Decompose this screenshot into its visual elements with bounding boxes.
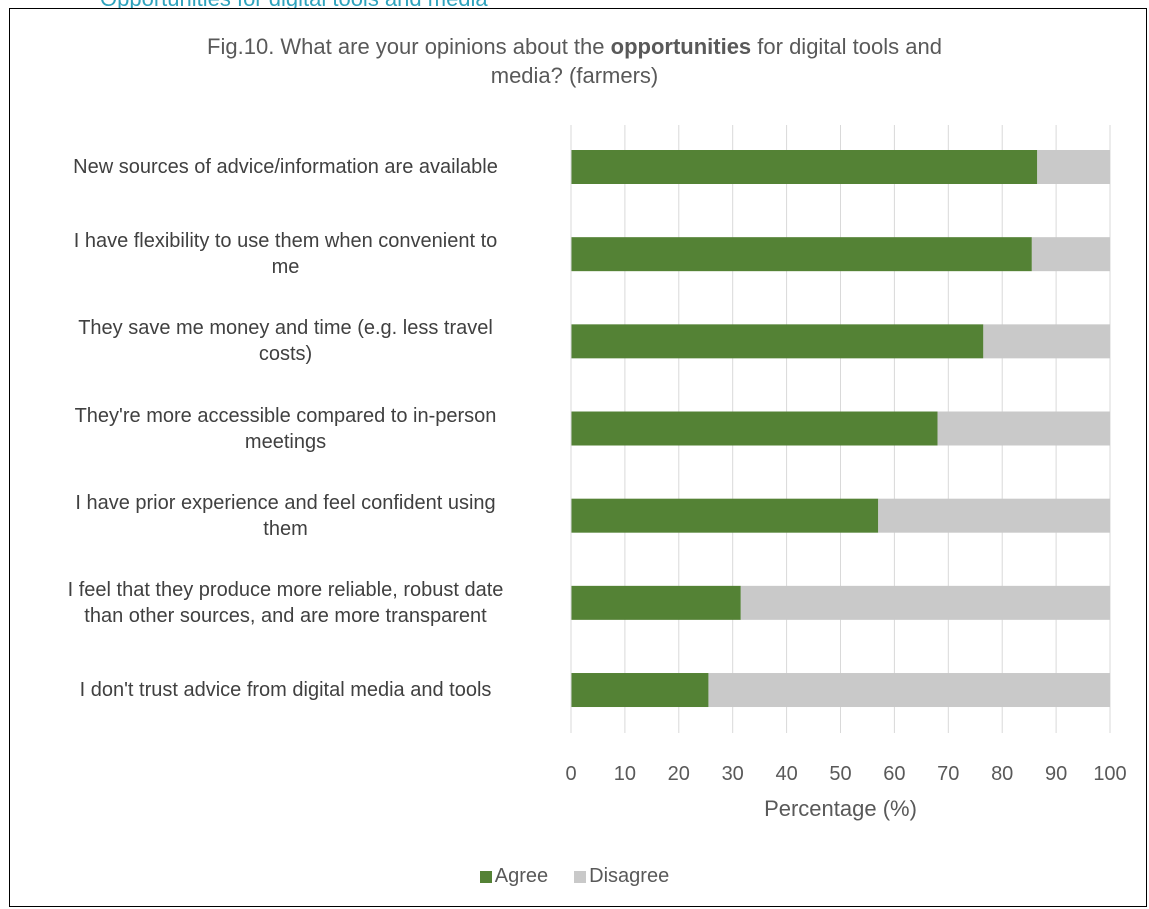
bar-disagree-0: [1037, 150, 1110, 184]
x-tick-label-20: 20: [668, 763, 690, 785]
x-tick-label-80: 80: [991, 763, 1013, 785]
bar-agree-6: [571, 673, 709, 708]
chart-title-part-3: for digital tools and: [751, 34, 942, 59]
legend-swatch-agree: [479, 870, 492, 883]
x-tick-label-70: 70: [937, 763, 959, 785]
bar-agree-2: [571, 324, 984, 359]
chart-title-part-1: Fig.10. What are your opinions about the: [207, 34, 611, 59]
bar-agree-0: [571, 150, 1038, 184]
legend-label-disagree: Disagree: [589, 865, 670, 887]
bar-disagree-3: [937, 411, 1110, 446]
bar-disagree-5: [740, 585, 1110, 620]
chart-title-line-1: Fig.10. What are your opinions about the…: [0, 34, 1149, 60]
x-axis-label: Percentage (%): [764, 796, 917, 821]
legend-swatch-disagree: [574, 870, 587, 883]
bar-disagree-6: [708, 673, 1110, 708]
chart-title-bold: opportunities: [610, 34, 752, 59]
x-tick-label-60: 60: [883, 763, 905, 785]
chart-title-line-2: media? (farmers): [490, 63, 659, 88]
bar-agree-1: [571, 237, 1032, 272]
legend-item-disagree: Disagree: [574, 865, 669, 888]
x-tick-label-90: 90: [1045, 763, 1067, 785]
x-tick-label-30: 30: [722, 763, 744, 785]
legend-label-agree: Agree: [494, 865, 549, 887]
bar-disagree-4: [878, 498, 1110, 533]
bar-agree-3: [571, 411, 938, 446]
legend: Agree Disagree: [0, 865, 1149, 888]
x-tick-label-10: 10: [614, 763, 636, 785]
page-header-strip: Opportunities for digital tools and medi…: [0, 0, 1149, 8]
x-tick-label-40: 40: [775, 763, 797, 785]
bar-agree-5: [571, 585, 741, 620]
x-tick-label-50: 50: [829, 763, 851, 785]
legend-item-agree: Agree: [479, 865, 549, 888]
bar-disagree-2: [983, 324, 1110, 359]
x-tick-label-0: 0: [565, 763, 576, 785]
x-tick-label-100: 100: [1093, 763, 1126, 785]
bar-agree-4: [571, 498, 879, 533]
page-header-text: Opportunities for digital tools and medi…: [100, 0, 488, 8]
bar-disagree-1: [1031, 237, 1110, 272]
